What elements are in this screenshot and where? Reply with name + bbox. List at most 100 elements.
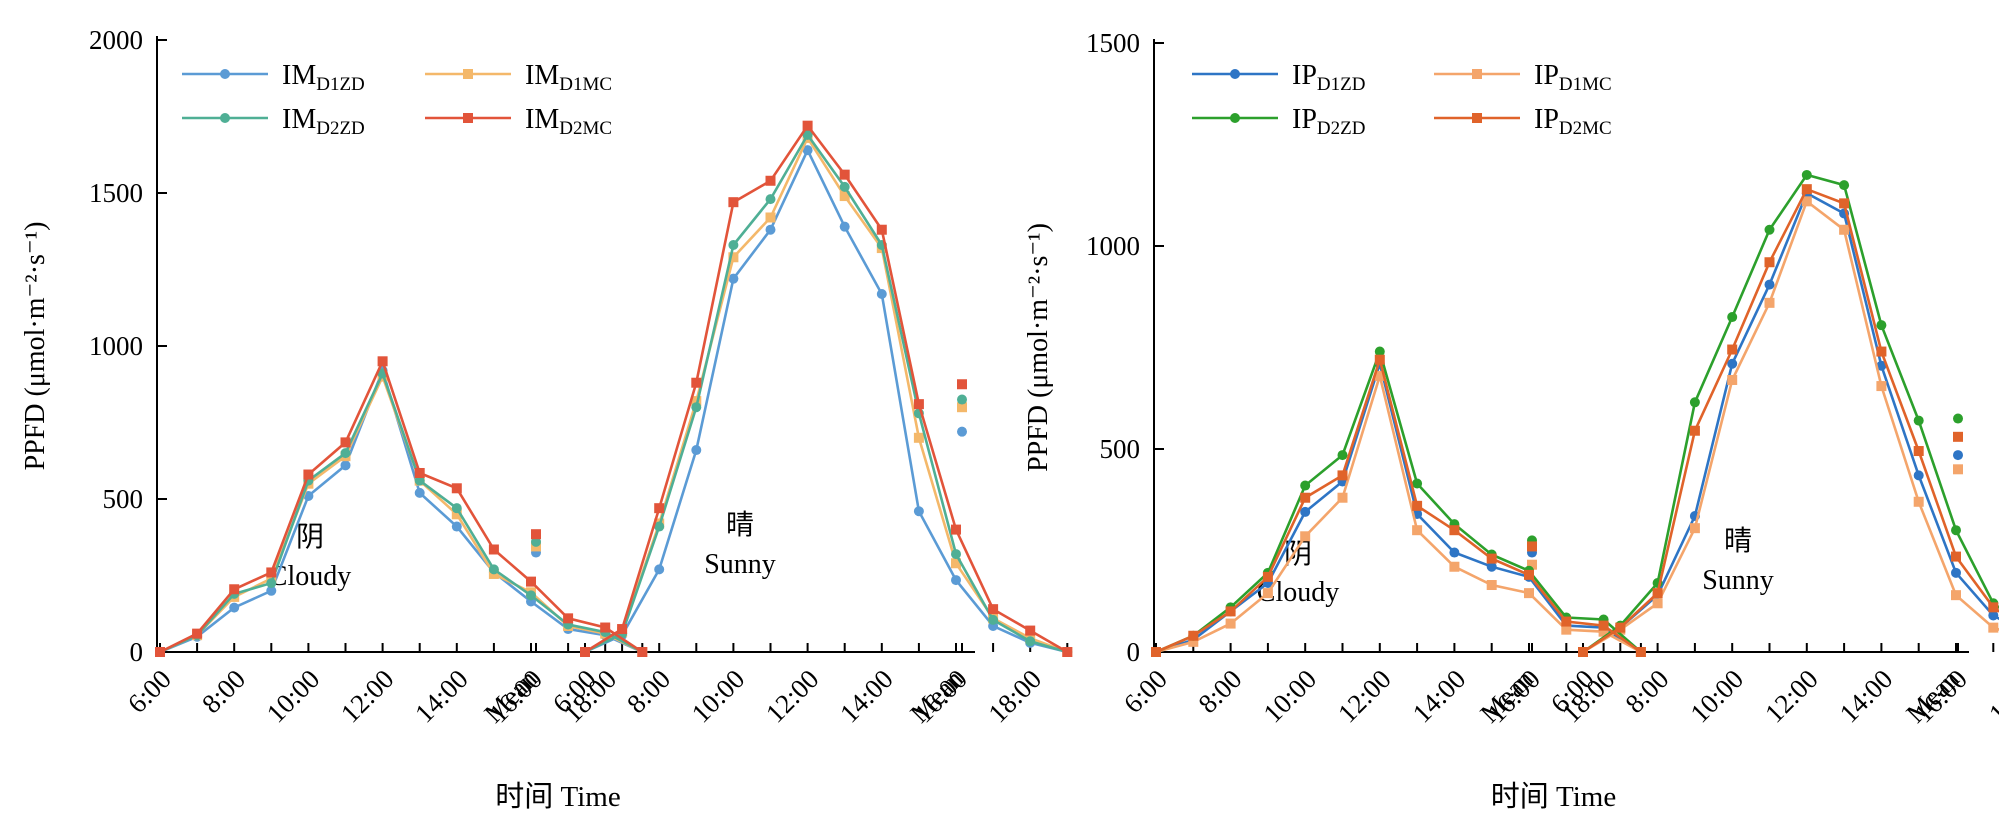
data-point: [1188, 636, 1199, 647]
data-point: [1412, 500, 1423, 511]
legend-marker: [1472, 69, 1482, 79]
legend-label-subscript: D1ZD: [316, 74, 365, 95]
data-point: [1578, 647, 1588, 657]
data-point: [526, 576, 536, 587]
data-point: [1188, 630, 1199, 641]
legend-marker: [220, 113, 230, 123]
mean-point-cloudy: [531, 529, 541, 540]
data-point: [728, 273, 739, 284]
x-tick-label: 18:00: [1983, 664, 1999, 729]
data-point: [988, 604, 999, 615]
x-tick-label: 10:00: [261, 664, 326, 729]
data-point: [414, 487, 425, 498]
data-point: [728, 252, 739, 263]
data-point: [1524, 588, 1534, 599]
data-point: [1062, 647, 1073, 657]
legend-label: IPD1ZD: [1292, 60, 1365, 95]
legend-label: IMD1ZD: [282, 60, 365, 95]
data-point: [1486, 580, 1497, 591]
data-point: [1913, 496, 1924, 507]
x-tick-label: 8:00: [1619, 664, 1674, 719]
x-tick-label: 14:00: [1407, 664, 1472, 729]
data-point: [951, 558, 961, 569]
data-point: [266, 585, 277, 596]
legend-label: IMD2ZD: [282, 104, 365, 139]
data-point: [1262, 571, 1273, 582]
data-point: [839, 181, 850, 192]
data-point: [654, 521, 665, 532]
data-point: [691, 402, 702, 413]
y-tick-label: 1000: [89, 331, 143, 361]
data-point: [1652, 588, 1663, 599]
data-point: [1764, 279, 1775, 290]
legend-entry: IPD2MC: [1434, 104, 1612, 139]
data-point: [1876, 346, 1887, 357]
data-point: [229, 602, 240, 613]
legend-marker: [1472, 113, 1482, 123]
data-point: [1951, 590, 1961, 601]
data-point: [1374, 346, 1385, 357]
x-tick-label: 6:00: [122, 664, 177, 719]
legend-label-subscript: D2MC: [1559, 118, 1612, 139]
legend-label-name: IM: [525, 104, 559, 135]
x-axis-title: 时间 Time: [1491, 780, 1616, 813]
data-point: [1951, 551, 1961, 562]
data-point: [414, 475, 425, 486]
legend-entry: IPD1MC: [1434, 60, 1612, 95]
data-point: [451, 503, 462, 514]
data-point: [1412, 525, 1423, 536]
data-point: [691, 396, 702, 407]
y-tick-label: 0: [1127, 637, 1141, 667]
y-tick-label: 2000: [89, 25, 143, 55]
legend-marker: [1230, 69, 1240, 79]
y-tick-label: 500: [103, 484, 144, 514]
data-point: [1337, 492, 1348, 503]
data-point: [1449, 525, 1460, 536]
y-tick-label: 1500: [89, 178, 143, 208]
data-point: [1764, 257, 1775, 268]
legend-label: IPD2MC: [1534, 104, 1612, 139]
annotation-sunny-en: Sunny: [704, 549, 776, 580]
data-point: [1337, 470, 1348, 481]
data-point: [1913, 446, 1924, 457]
data-point: [1801, 196, 1812, 207]
x-tick-label: 10:00: [1257, 664, 1322, 729]
data-point: [617, 624, 628, 635]
data-point: [1801, 169, 1812, 180]
data-point: [839, 169, 850, 180]
y-tick-label: 1500: [1086, 28, 1140, 58]
data-point: [1801, 184, 1812, 195]
data-point: [1449, 561, 1460, 572]
series-im-d2mc: [155, 120, 1073, 657]
mean-point-sunny: [1953, 464, 1963, 475]
data-point: [1025, 625, 1036, 636]
data-point: [600, 622, 611, 633]
data-point: [951, 575, 961, 586]
legend-entry: IPD2ZD: [1192, 104, 1365, 139]
data-point: [951, 549, 961, 560]
annotation-cloudy-en: Cloudy: [269, 561, 351, 592]
data-point: [1151, 647, 1161, 657]
series-line-sunny: [584, 147, 1068, 654]
data-point: [1913, 415, 1924, 426]
legend-entry: IMD1MC: [425, 60, 612, 95]
data-point: [1300, 492, 1311, 503]
data-point: [1988, 610, 1999, 621]
data-point: [1615, 622, 1626, 633]
data-point: [1839, 180, 1850, 191]
mean-point-cloudy: [1527, 559, 1537, 570]
mean-point-cloudy: [531, 536, 541, 547]
data-point: [802, 129, 813, 140]
data-point: [988, 614, 999, 625]
mean-point-sunny: [1953, 413, 1963, 424]
data-point: [1598, 626, 1609, 637]
legend-label-subscript: D2ZD: [1317, 118, 1366, 139]
data-point: [654, 564, 665, 575]
data-point: [691, 445, 702, 456]
series-line-cloudy: [1155, 347, 1642, 654]
data-point: [340, 460, 351, 471]
legend-label: IPD1MC: [1534, 60, 1612, 95]
mean-point-sunny: [1953, 431, 1963, 442]
